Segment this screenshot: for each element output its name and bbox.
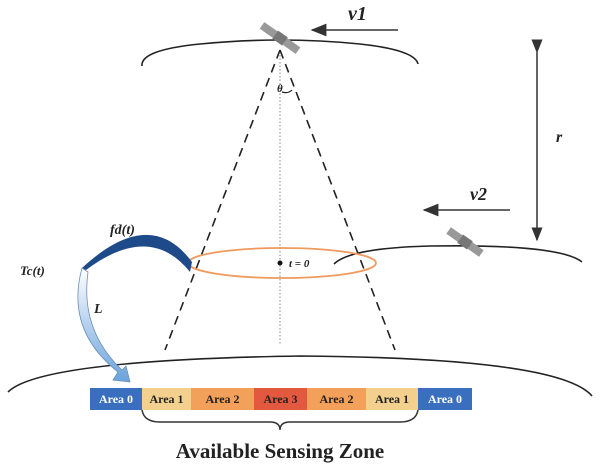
area-label: Area 0 — [428, 392, 462, 406]
tc-label: Tc(t) — [20, 263, 45, 278]
area-label: Area 2 — [205, 392, 239, 406]
area-label: Area 1 — [375, 392, 409, 406]
satellite-icon — [446, 227, 484, 257]
v2-label: v2 — [470, 184, 487, 204]
cone-right — [279, 49, 396, 351]
zone-brace — [141, 409, 419, 431]
v1-label: v1 — [348, 3, 367, 25]
area-cell — [254, 388, 307, 410]
fd-label: fd(t) — [110, 223, 135, 238]
area-cell — [307, 388, 366, 410]
area-cell — [90, 388, 142, 410]
earth-surface — [7, 355, 593, 397]
area-label: Area 0 — [99, 392, 133, 406]
t0-label: t = 0 — [289, 258, 310, 270]
L-arrow — [77, 267, 131, 383]
satellite-icon — [259, 22, 301, 54]
area-label: Area 3 — [263, 392, 297, 406]
zone-title: Available Sensing Zone — [176, 439, 384, 463]
theta-label: θ — [277, 83, 283, 95]
center-point — [277, 260, 283, 266]
area-cell — [418, 388, 472, 410]
area-label: Area 2 — [319, 392, 353, 406]
theta-arc — [281, 89, 293, 94]
L-label: L — [93, 302, 103, 317]
area-label: Area 1 — [149, 392, 183, 406]
area-bar: Area 0 Area 1 Area 2 Area 3 Area 2 Area 1 Area… — [90, 388, 472, 410]
area-cell — [366, 388, 418, 410]
area-cell — [142, 388, 191, 410]
cone-left — [164, 49, 281, 351]
area-cell — [191, 388, 254, 410]
r-label: r — [556, 129, 563, 146]
fd-arc — [82, 234, 192, 272]
lower-orbit — [333, 245, 583, 265]
